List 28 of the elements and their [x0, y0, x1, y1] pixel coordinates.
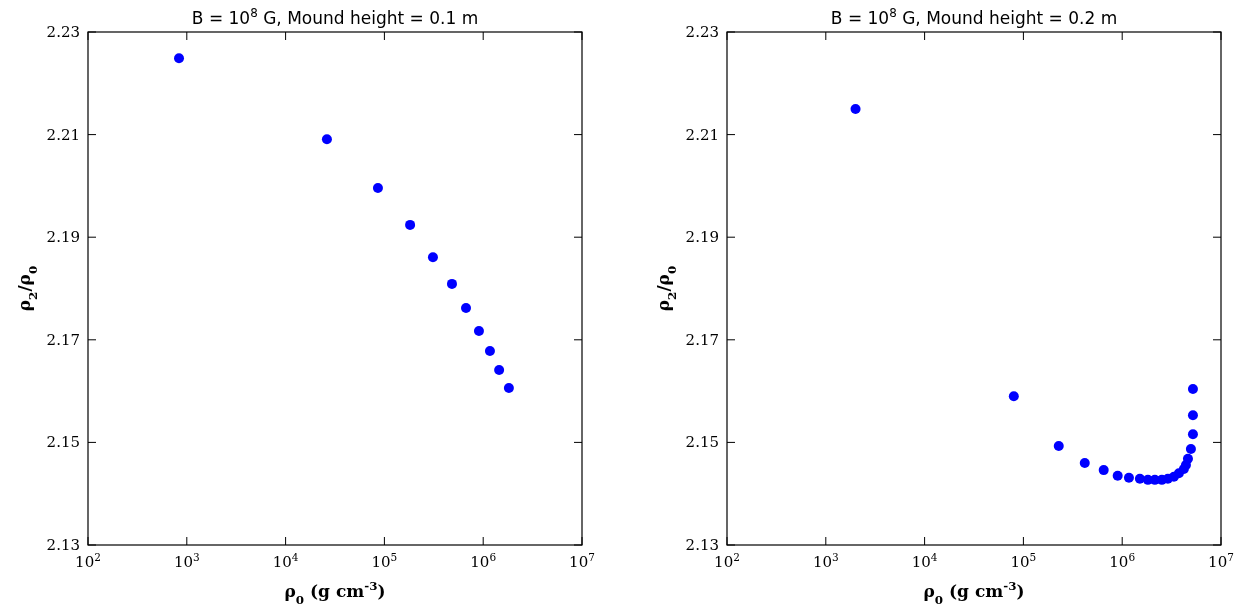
- x-tick-label: 10$^{6}$: [1109, 551, 1136, 571]
- y-tick-label: 2.23: [685, 23, 719, 41]
- y-tick-label: 2.19: [46, 228, 80, 247]
- x-tick-label: 10$^{4}$: [911, 551, 938, 571]
- y-tick-label: 2.13: [46, 536, 80, 554]
- y-tick-label: 2.17: [685, 330, 719, 349]
- x-tick-label: 10$^{3}$: [812, 551, 839, 571]
- y-tick-label: 2.15: [685, 433, 719, 452]
- chart-title: B = 10$^{8}$ G, Mound height = 0.2 m: [830, 6, 1118, 28]
- x-tick-label: 10$^{7}$: [569, 551, 595, 571]
- y-tick-label: 2.21: [685, 125, 719, 144]
- y-tick-label: 2.15: [46, 433, 80, 452]
- x-tick-label: 10$^{5}$: [1010, 551, 1037, 571]
- y-tick-label: 2.13: [685, 536, 719, 554]
- x-tick-label: 10$^{5}$: [371, 551, 398, 571]
- x-tick-label: 10$^{2}$: [75, 551, 101, 571]
- chart-title: B = 10$^{8}$ G, Mound height = 0.1 m: [191, 6, 479, 28]
- x-tick-label: 10$^{2}$: [714, 551, 740, 571]
- x-axis-title: ρ$_{0}$ (g cm$^{-3}$): [284, 579, 386, 607]
- y-tick-label: 2.17: [46, 330, 80, 349]
- x-tick-label: 10$^{7}$: [1208, 551, 1234, 571]
- x-tick-label: 10$^{3}$: [173, 551, 200, 571]
- y-tick-label: 2.21: [46, 125, 80, 144]
- y-tick-label: 2.19: [685, 228, 719, 247]
- x-axis-title: ρ$_{0}$ (g cm$^{-3}$): [923, 579, 1025, 607]
- x-tick-label: 10$^{6}$: [470, 551, 497, 571]
- x-tick-label: 10$^{4}$: [272, 551, 299, 571]
- y-tick-label: 2.23: [46, 23, 80, 41]
